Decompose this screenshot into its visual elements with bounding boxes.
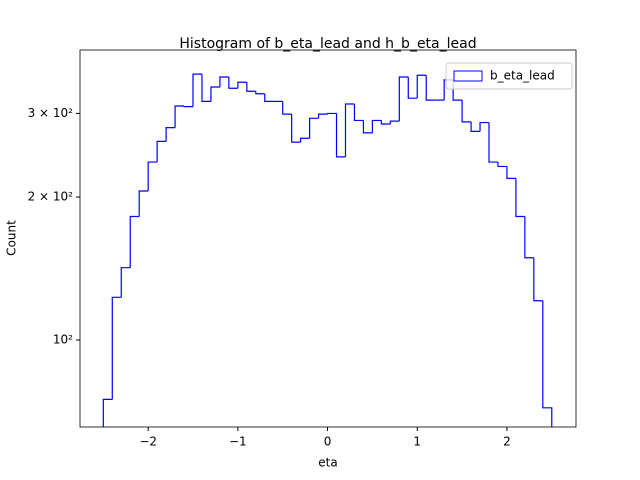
histogram-step <box>102 398 113 427</box>
plot-area <box>102 73 553 427</box>
x-axis-label: eta <box>318 456 337 470</box>
histogram-step <box>156 140 167 163</box>
histogram-step <box>282 101 292 115</box>
histogram-step <box>255 91 265 95</box>
histogram-step <box>479 121 489 132</box>
histogram-step <box>183 105 194 108</box>
histogram-step <box>533 257 543 302</box>
histogram-step <box>362 120 373 134</box>
y-tick-label: 3 × 10² <box>28 106 74 120</box>
x-tick-label: 1 <box>413 435 421 449</box>
histogram-step <box>138 190 149 217</box>
x-tick-label: −2 <box>139 435 157 449</box>
x-tick-label: 2 <box>503 435 511 449</box>
histogram-step <box>398 76 409 122</box>
histogram-step <box>380 120 391 125</box>
y-tick-label: 10² <box>53 333 73 347</box>
histogram-step <box>461 100 472 123</box>
legend-swatch <box>453 70 483 82</box>
histogram-step <box>129 215 140 268</box>
legend-label: b_eta_lead <box>490 69 555 83</box>
histogram-step <box>147 161 158 191</box>
histogram-step <box>506 166 516 179</box>
histogram-step <box>201 74 211 103</box>
x-tick-label: −1 <box>229 435 247 449</box>
histogram-step <box>353 104 364 122</box>
histogram-step <box>111 296 122 400</box>
histogram-step <box>326 112 337 115</box>
histogram-step <box>192 73 202 107</box>
histogram-step <box>542 300 553 427</box>
histogram-step <box>291 114 301 143</box>
histogram-step <box>470 121 481 132</box>
histogram-step <box>246 82 256 92</box>
histogram-step <box>120 267 131 298</box>
x-tick-label: 0 <box>324 435 332 449</box>
histogram-step <box>165 127 176 142</box>
histogram-step <box>219 76 229 88</box>
histogram-step <box>300 137 310 143</box>
y-tick-label: 2 × 10² <box>28 190 74 204</box>
histogram-step <box>228 76 238 89</box>
histogram-step <box>389 120 400 125</box>
histogram-step <box>317 113 328 119</box>
legend-box <box>445 62 573 90</box>
histogram-step <box>264 93 274 103</box>
histogram-step <box>524 216 534 259</box>
histogram-step <box>371 119 382 133</box>
chart-title: Histogram of b_eta_lead and h_b_eta_lead <box>179 36 476 52</box>
histogram-step <box>237 81 247 89</box>
histogram-step <box>174 105 185 128</box>
histogram-step <box>309 117 319 139</box>
histogram-step <box>344 103 355 157</box>
histogram-step <box>425 75 436 101</box>
histogram-step <box>515 178 525 218</box>
histogram-step <box>416 74 427 99</box>
y-axis-label: Count <box>5 220 19 256</box>
histogram-step <box>210 86 220 102</box>
axes-frame <box>79 49 577 428</box>
histogram-step <box>488 122 498 163</box>
histogram-step <box>407 76 418 99</box>
histogram-step <box>497 162 507 168</box>
histogram-step <box>335 113 346 158</box>
